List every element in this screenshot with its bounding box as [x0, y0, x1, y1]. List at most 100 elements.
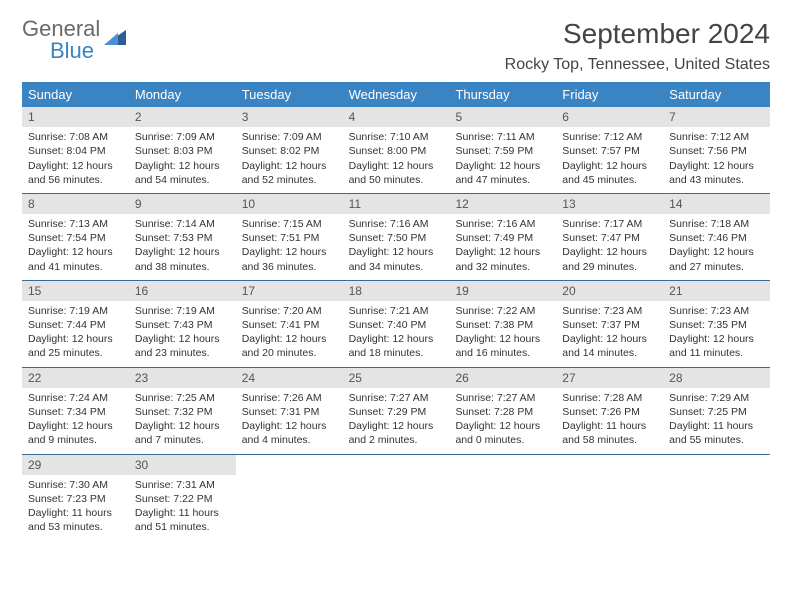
- week-row: 8Sunrise: 7:13 AMSunset: 7:54 PMDaylight…: [22, 194, 770, 281]
- day-headers-row: SundayMondayTuesdayWednesdayThursdayFrid…: [22, 82, 770, 107]
- sunrise-text: Sunrise: 7:10 AM: [349, 130, 444, 144]
- day-body: Sunrise: 7:31 AMSunset: 7:22 PMDaylight:…: [129, 475, 236, 541]
- sunset-text: Sunset: 7:59 PM: [455, 144, 550, 158]
- sunset-text: Sunset: 7:57 PM: [562, 144, 657, 158]
- day-cell: 18Sunrise: 7:21 AMSunset: 7:40 PMDayligh…: [343, 281, 450, 367]
- daylight-text: Daylight: 12 hours and 43 minutes.: [669, 159, 764, 187]
- day-number: 16: [129, 281, 236, 301]
- sunset-text: Sunset: 7:28 PM: [455, 405, 550, 419]
- daylight-text: Daylight: 11 hours and 55 minutes.: [669, 419, 764, 447]
- day-cell: 25Sunrise: 7:27 AMSunset: 7:29 PMDayligh…: [343, 368, 450, 454]
- day-body: Sunrise: 7:13 AMSunset: 7:54 PMDaylight:…: [22, 214, 129, 280]
- daylight-text: Daylight: 12 hours and 9 minutes.: [28, 419, 123, 447]
- day-number: 20: [556, 281, 663, 301]
- sunrise-text: Sunrise: 7:11 AM: [455, 130, 550, 144]
- day-cell: 29Sunrise: 7:30 AMSunset: 7:23 PMDayligh…: [22, 455, 129, 541]
- sunrise-text: Sunrise: 7:12 AM: [669, 130, 764, 144]
- day-cell: 10Sunrise: 7:15 AMSunset: 7:51 PMDayligh…: [236, 194, 343, 280]
- daylight-text: Daylight: 12 hours and 41 minutes.: [28, 245, 123, 273]
- day-number: 5: [449, 107, 556, 127]
- day-body: Sunrise: 7:14 AMSunset: 7:53 PMDaylight:…: [129, 214, 236, 280]
- day-body: Sunrise: 7:10 AMSunset: 8:00 PMDaylight:…: [343, 127, 450, 193]
- day-body: Sunrise: 7:24 AMSunset: 7:34 PMDaylight:…: [22, 388, 129, 454]
- daylight-text: Daylight: 12 hours and 7 minutes.: [135, 419, 230, 447]
- sunset-text: Sunset: 7:31 PM: [242, 405, 337, 419]
- sunrise-text: Sunrise: 7:23 AM: [562, 304, 657, 318]
- day-body: Sunrise: 7:16 AMSunset: 7:49 PMDaylight:…: [449, 214, 556, 280]
- week-row: 15Sunrise: 7:19 AMSunset: 7:44 PMDayligh…: [22, 281, 770, 368]
- daylight-text: Daylight: 12 hours and 16 minutes.: [455, 332, 550, 360]
- daylight-text: Daylight: 11 hours and 53 minutes.: [28, 506, 123, 534]
- brand-part2: Blue: [50, 40, 94, 62]
- daylight-text: Daylight: 12 hours and 32 minutes.: [455, 245, 550, 273]
- day-body: Sunrise: 7:15 AMSunset: 7:51 PMDaylight:…: [236, 214, 343, 280]
- day-cell-empty: [236, 455, 343, 541]
- daylight-text: Daylight: 12 hours and 29 minutes.: [562, 245, 657, 273]
- sunrise-text: Sunrise: 7:19 AM: [135, 304, 230, 318]
- daylight-text: Daylight: 12 hours and 52 minutes.: [242, 159, 337, 187]
- day-cell: 24Sunrise: 7:26 AMSunset: 7:31 PMDayligh…: [236, 368, 343, 454]
- sunset-text: Sunset: 7:38 PM: [455, 318, 550, 332]
- day-header: Friday: [556, 82, 663, 107]
- header: General Blue September 2024 Rocky Top, T…: [22, 18, 770, 74]
- sunset-text: Sunset: 7:43 PM: [135, 318, 230, 332]
- day-number: 10: [236, 194, 343, 214]
- day-number: 13: [556, 194, 663, 214]
- sunset-text: Sunset: 8:03 PM: [135, 144, 230, 158]
- day-body: Sunrise: 7:29 AMSunset: 7:25 PMDaylight:…: [663, 388, 770, 454]
- day-cell: 20Sunrise: 7:23 AMSunset: 7:37 PMDayligh…: [556, 281, 663, 367]
- day-body: Sunrise: 7:27 AMSunset: 7:28 PMDaylight:…: [449, 388, 556, 454]
- day-body: Sunrise: 7:23 AMSunset: 7:37 PMDaylight:…: [556, 301, 663, 367]
- day-number: 22: [22, 368, 129, 388]
- day-cell: 22Sunrise: 7:24 AMSunset: 7:34 PMDayligh…: [22, 368, 129, 454]
- calendar: SundayMondayTuesdayWednesdayThursdayFrid…: [22, 82, 770, 540]
- sunrise-text: Sunrise: 7:30 AM: [28, 478, 123, 492]
- day-number: 14: [663, 194, 770, 214]
- day-cell: 21Sunrise: 7:23 AMSunset: 7:35 PMDayligh…: [663, 281, 770, 367]
- sunset-text: Sunset: 7:53 PM: [135, 231, 230, 245]
- day-cell-empty: [663, 455, 770, 541]
- logo-triangle-icon: [104, 27, 126, 49]
- day-number: 4: [343, 107, 450, 127]
- week-row: 22Sunrise: 7:24 AMSunset: 7:34 PMDayligh…: [22, 368, 770, 455]
- sunset-text: Sunset: 7:35 PM: [669, 318, 764, 332]
- daylight-text: Daylight: 12 hours and 45 minutes.: [562, 159, 657, 187]
- day-body: Sunrise: 7:09 AMSunset: 8:02 PMDaylight:…: [236, 127, 343, 193]
- sunrise-text: Sunrise: 7:08 AM: [28, 130, 123, 144]
- sunset-text: Sunset: 7:23 PM: [28, 492, 123, 506]
- day-number: 21: [663, 281, 770, 301]
- day-number: 12: [449, 194, 556, 214]
- sunrise-text: Sunrise: 7:19 AM: [28, 304, 123, 318]
- sunset-text: Sunset: 7:54 PM: [28, 231, 123, 245]
- sunrise-text: Sunrise: 7:22 AM: [455, 304, 550, 318]
- day-body: Sunrise: 7:17 AMSunset: 7:47 PMDaylight:…: [556, 214, 663, 280]
- day-number: 9: [129, 194, 236, 214]
- daylight-text: Daylight: 12 hours and 50 minutes.: [349, 159, 444, 187]
- day-number: 26: [449, 368, 556, 388]
- day-body: Sunrise: 7:08 AMSunset: 8:04 PMDaylight:…: [22, 127, 129, 193]
- sunset-text: Sunset: 7:44 PM: [28, 318, 123, 332]
- day-cell: 23Sunrise: 7:25 AMSunset: 7:32 PMDayligh…: [129, 368, 236, 454]
- sunset-text: Sunset: 7:41 PM: [242, 318, 337, 332]
- location: Rocky Top, Tennessee, United States: [505, 56, 770, 74]
- day-cell: 12Sunrise: 7:16 AMSunset: 7:49 PMDayligh…: [449, 194, 556, 280]
- day-cell-empty: [449, 455, 556, 541]
- sunrise-text: Sunrise: 7:31 AM: [135, 478, 230, 492]
- day-cell-empty: [556, 455, 663, 541]
- day-number: 11: [343, 194, 450, 214]
- sunrise-text: Sunrise: 7:14 AM: [135, 217, 230, 231]
- day-cell: 4Sunrise: 7:10 AMSunset: 8:00 PMDaylight…: [343, 107, 450, 193]
- sunrise-text: Sunrise: 7:16 AM: [455, 217, 550, 231]
- day-cell: 17Sunrise: 7:20 AMSunset: 7:41 PMDayligh…: [236, 281, 343, 367]
- sunrise-text: Sunrise: 7:24 AM: [28, 391, 123, 405]
- day-body: Sunrise: 7:11 AMSunset: 7:59 PMDaylight:…: [449, 127, 556, 193]
- day-body: Sunrise: 7:16 AMSunset: 7:50 PMDaylight:…: [343, 214, 450, 280]
- day-header: Saturday: [663, 82, 770, 107]
- day-cell: 9Sunrise: 7:14 AMSunset: 7:53 PMDaylight…: [129, 194, 236, 280]
- daylight-text: Daylight: 12 hours and 47 minutes.: [455, 159, 550, 187]
- day-body: Sunrise: 7:21 AMSunset: 7:40 PMDaylight:…: [343, 301, 450, 367]
- day-body: Sunrise: 7:27 AMSunset: 7:29 PMDaylight:…: [343, 388, 450, 454]
- daylight-text: Daylight: 12 hours and 27 minutes.: [669, 245, 764, 273]
- day-cell: 6Sunrise: 7:12 AMSunset: 7:57 PMDaylight…: [556, 107, 663, 193]
- day-number: 28: [663, 368, 770, 388]
